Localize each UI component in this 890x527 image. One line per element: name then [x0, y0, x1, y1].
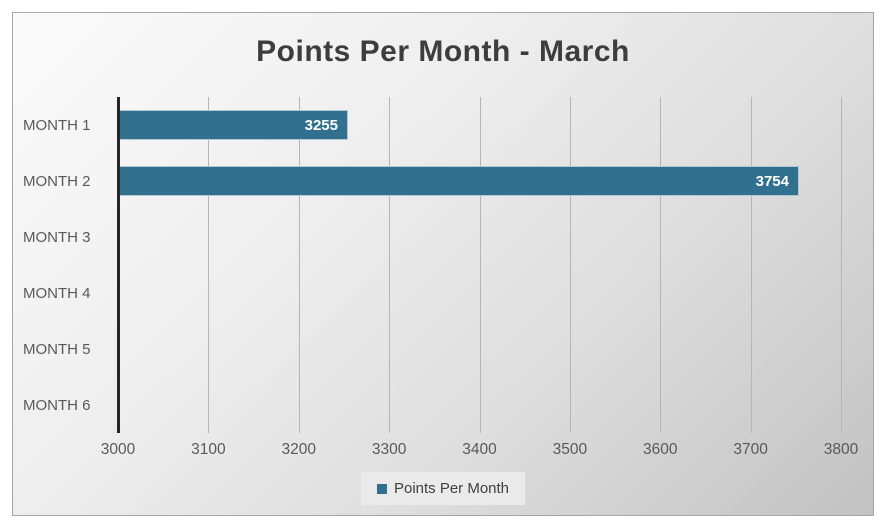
- value-axis-tick-label: 3400: [462, 441, 497, 458]
- value-axis-tick-label: 3300: [371, 441, 407, 458]
- gridline: [208, 97, 210, 433]
- data-bar[interactable]: 3754: [118, 166, 799, 196]
- data-bar-value-label: 3754: [755, 172, 789, 190]
- value-axis-tick-label: 3100: [191, 441, 226, 458]
- chart-panel[interactable]: Points Per Month - March 3255 3754 MONTH …: [12, 12, 874, 516]
- data-bar[interactable]: 3255: [118, 110, 348, 140]
- gridline: [298, 97, 300, 433]
- category-axis-label: MONTH 3: [23, 228, 91, 246]
- gridline: [660, 97, 662, 433]
- bar-row: 3255: [118, 97, 841, 153]
- value-axis-tick-label: 3200: [281, 441, 316, 458]
- legend-series-marker-icon: [376, 483, 387, 494]
- legend-series-label: Points Per Month: [393, 480, 510, 497]
- bar-row: 3754: [118, 153, 841, 209]
- value-axis-tick-label: 3000: [100, 441, 136, 458]
- plot-area: 3255 3754: [117, 97, 842, 433]
- value-axis-tick-label: 3600: [643, 441, 678, 458]
- chart-legend[interactable]: Points Per Month: [360, 472, 526, 505]
- gridline: [841, 97, 842, 433]
- value-axis-tick-label: 3700: [733, 441, 768, 458]
- value-axis-tick-label: 3800: [823, 441, 859, 458]
- chart-title: Points Per Month - March: [256, 35, 630, 68]
- value-axis-baseline: [117, 97, 120, 433]
- data-bar-value-label: 3255: [304, 116, 338, 134]
- gridline: [569, 97, 571, 433]
- category-axis-label: MONTH 2: [23, 172, 91, 190]
- category-axis-label: MONTH 6: [23, 396, 91, 414]
- gridline: [479, 97, 481, 433]
- category-axis-label: MONTH 5: [23, 340, 91, 358]
- gridline: [389, 97, 391, 433]
- gridline: [750, 97, 752, 433]
- value-axis-tick-label: 3500: [552, 441, 588, 458]
- category-axis-label: MONTH 1: [23, 116, 91, 134]
- category-axis-label: MONTH 4: [23, 284, 91, 302]
